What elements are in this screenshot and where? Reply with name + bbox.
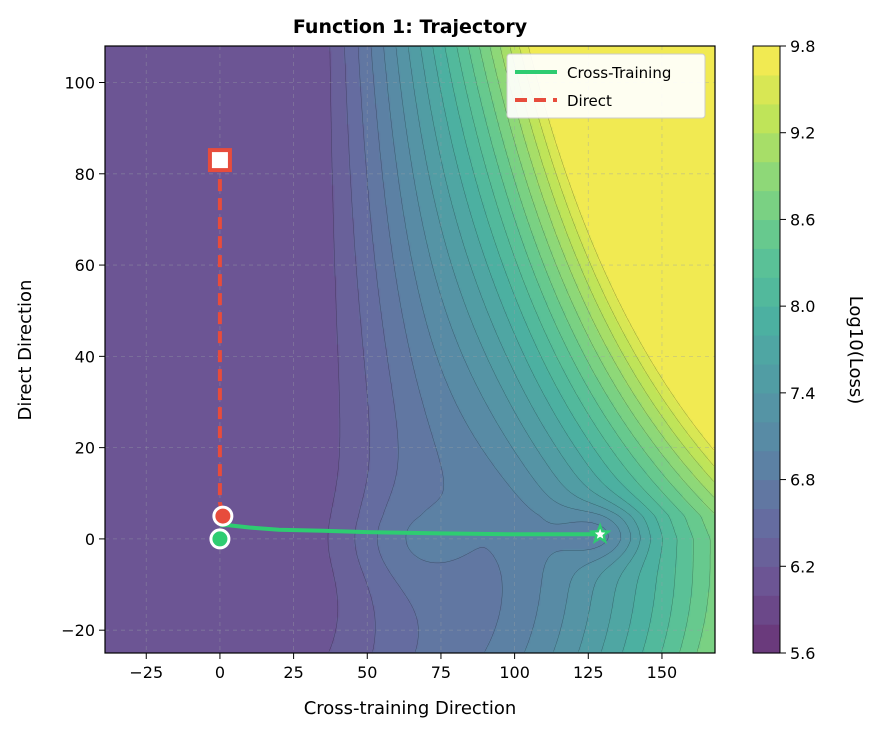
colorbar-tick-label: 9.2	[790, 124, 815, 143]
colorbar-tick-label: 6.2	[790, 557, 815, 576]
y-tick-label: 100	[64, 74, 95, 93]
contour-lines	[327, 47, 714, 652]
cross-training-end-marker-inner	[594, 528, 606, 539]
y-tick-label: 60	[75, 256, 95, 275]
y-tick-label: 80	[75, 165, 95, 184]
colorbar-band	[753, 161, 780, 192]
plot-frame	[104, 45, 716, 654]
colorbar-band	[753, 479, 780, 510]
colorbar-tick-label: 9.8	[790, 37, 815, 56]
y-tick-label: −20	[61, 621, 95, 640]
x-tick-label: 150	[647, 663, 678, 682]
series-line-cross-training	[219, 523, 601, 537]
y-tick-label: 40	[75, 347, 95, 366]
colorbar-band	[753, 508, 780, 538]
x-axis-title: Cross-training Direction	[304, 698, 517, 719]
colorbar-band	[753, 74, 780, 105]
colorbar-band	[753, 624, 780, 654]
y-axis: −20 0 20 40 60 80 100	[61, 74, 105, 640]
colorbar-band	[753, 306, 780, 336]
colorbar-band	[753, 46, 780, 76]
colorbar-band	[753, 537, 780, 567]
colorbar-band	[753, 132, 780, 163]
colorbar-band	[753, 421, 780, 452]
contour-level-lines	[327, 47, 714, 652]
x-axis: −25 0 25 50 75 100 125 150	[129, 653, 677, 682]
x-tick-label: 50	[357, 663, 377, 682]
colorbar-tick-label: 8.0	[790, 297, 815, 316]
colorbar-tick-label: 7.4	[790, 384, 815, 403]
legend-label: Direct	[567, 92, 612, 110]
colorbar-band	[753, 450, 780, 481]
colorbar-band	[753, 595, 780, 625]
colorbar-band	[753, 363, 780, 394]
y-tick-label: 20	[75, 439, 95, 458]
x-tick-label: 75	[431, 663, 451, 682]
colorbar-band	[753, 392, 780, 423]
grid-lines	[105, 46, 715, 653]
colorbar-band	[753, 190, 780, 221]
trajectory-markers	[207, 148, 612, 550]
colorbar-tick-label: 6.8	[790, 471, 815, 490]
contour-field	[105, 46, 715, 653]
colorbar-band	[753, 219, 780, 249]
x-tick-label: −25	[129, 663, 163, 682]
x-tick-label: 100	[499, 663, 530, 682]
chart-title: Function 1: Trajectory	[293, 16, 528, 38]
legend-label: Cross-Training	[567, 64, 671, 82]
colorbar-band	[753, 248, 780, 278]
colorbar-title: Log10(Loss)	[845, 296, 866, 405]
colorbar-band	[753, 335, 780, 365]
y-axis-title: Direct Direction	[15, 280, 36, 421]
colorbar-tick-label: 8.6	[790, 210, 815, 229]
x-tick-label: 125	[573, 663, 604, 682]
legend: Cross-Training Direct	[506, 53, 706, 119]
colorbar-band	[753, 277, 780, 307]
y-tick-label: 0	[85, 530, 95, 549]
direct-start-marker	[207, 148, 232, 173]
x-tick-label: 0	[215, 663, 225, 682]
colorbar-band	[753, 103, 780, 134]
contour-fill	[105, 46, 715, 653]
colorbar-frame	[752, 45, 781, 654]
colorbar-band	[753, 566, 780, 596]
x-tick-label: 25	[283, 663, 303, 682]
direct-end-marker	[212, 505, 234, 527]
cross-training-start-marker	[209, 528, 231, 550]
colorbar: 5.6 6.2 6.8 7.4 8.0 8.6 9.2 9.8	[752, 37, 815, 663]
colorbar-tick-label: 5.6	[790, 644, 815, 663]
